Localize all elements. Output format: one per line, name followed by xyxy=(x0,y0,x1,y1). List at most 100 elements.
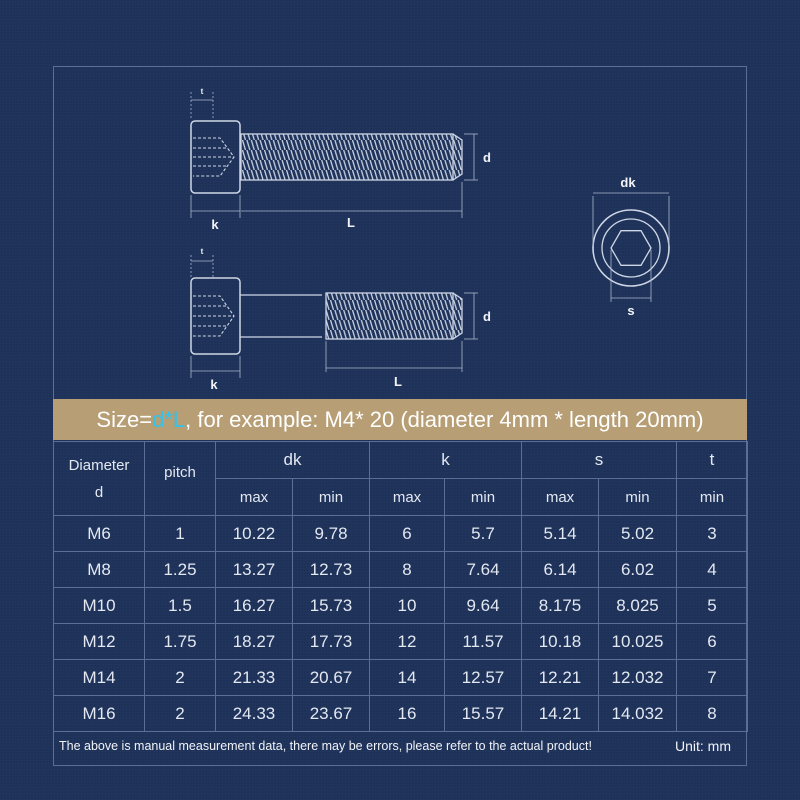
table-cell: 9.78 xyxy=(292,515,370,552)
table-cell: 5.7 xyxy=(444,515,522,552)
table-cell: 12 xyxy=(369,623,445,660)
table-cell: 7.64 xyxy=(444,551,522,588)
footer-unit: Unit: mm xyxy=(675,738,731,754)
table-cell: 12.73 xyxy=(292,551,370,588)
partially-threaded-screw: t k L d xyxy=(190,247,491,392)
table-cell: 8.025 xyxy=(598,587,677,624)
table-cell: M6 xyxy=(53,515,145,552)
table-cell: 20.67 xyxy=(292,659,370,696)
table-cell: 3 xyxy=(676,515,748,552)
table-cell: 10.025 xyxy=(598,623,677,660)
table-cell: 16 xyxy=(369,695,445,732)
table-cell: 7 xyxy=(676,659,748,696)
table-row: M6 1 10.22 9.78 6 5.7 5.14 5.02 3 xyxy=(53,515,748,552)
table-cell: 12.21 xyxy=(521,659,599,696)
dim-s-label: s xyxy=(627,303,634,318)
table-cell: 8 xyxy=(369,551,445,588)
table-cell: 1 xyxy=(144,515,216,552)
table-cell: 18.27 xyxy=(215,623,293,660)
table-cell: 1.5 xyxy=(144,587,216,624)
dim-d-label-2: d xyxy=(483,309,491,324)
table-cell: 2 xyxy=(144,695,216,732)
header-diameter-top: Diameter xyxy=(68,456,130,474)
table-row: M14 2 21.33 20.67 14 12.57 12.21 12.032 7 xyxy=(53,659,748,696)
subheader-k-min: min xyxy=(444,478,522,516)
banner-L: L xyxy=(172,406,186,432)
screw-head-top-view: dk s xyxy=(592,175,670,318)
table-cell: 1.25 xyxy=(144,551,216,588)
subheader-dk-max: max xyxy=(215,478,293,516)
table-cell: 2 xyxy=(144,659,216,696)
table-cell: 17.73 xyxy=(292,623,370,660)
table-row: M16 2 24.33 23.67 16 15.57 14.21 14.032 8 xyxy=(53,695,748,732)
table-cell: 14.21 xyxy=(521,695,599,732)
header-pitch: pitch xyxy=(144,441,216,516)
subheader-s-max: max xyxy=(521,478,599,516)
banner-prefix: Size= xyxy=(96,406,153,432)
table-header-row: Diameter d pitch dk k s t xyxy=(53,441,748,516)
table-cell: M12 xyxy=(53,623,145,660)
header-dk: dk xyxy=(215,441,370,479)
table-cell: 6.02 xyxy=(598,551,677,588)
table-cell: 5.14 xyxy=(521,515,599,552)
table-cell: M14 xyxy=(53,659,145,696)
banner-star: * xyxy=(164,406,173,432)
table-cell: 10.22 xyxy=(215,515,293,552)
fully-threaded-screw: t k L d xyxy=(190,87,491,232)
dim-d-label-1: d xyxy=(483,150,491,165)
table-cell: 6.14 xyxy=(521,551,599,588)
table-cell: 8.175 xyxy=(521,587,599,624)
table-cell: 1.75 xyxy=(144,623,216,660)
table-cell: 6 xyxy=(369,515,445,552)
table-cell: 8 xyxy=(676,695,748,732)
table-cell: 24.33 xyxy=(215,695,293,732)
dim-dk-label: dk xyxy=(620,175,636,190)
subheader-t-min: min xyxy=(676,478,748,516)
footer-note: The above is manual measurement data, th… xyxy=(59,739,592,753)
table-cell: 15.73 xyxy=(292,587,370,624)
table-cell: 5 xyxy=(676,587,748,624)
table-cell: 14.032 xyxy=(598,695,677,732)
subheader-s-min: min xyxy=(598,478,677,516)
screw-technical-drawing: t k L d t k xyxy=(190,87,670,392)
spec-table: Diameter d pitch dk k s t max min max mi… xyxy=(53,441,748,732)
table-cell: 23.67 xyxy=(292,695,370,732)
table-cell: 12.57 xyxy=(444,659,522,696)
dim-t-label-2: t xyxy=(201,247,204,256)
header-s: s xyxy=(521,441,677,479)
footer: The above is manual measurement data, th… xyxy=(53,728,747,766)
table-cell: 4 xyxy=(676,551,748,588)
header-diameter: Diameter d xyxy=(53,441,145,516)
table-row: M10 1.5 16.27 15.73 10 9.64 8.175 8.025 5 xyxy=(53,587,748,624)
subheader-dk-min: min xyxy=(292,478,370,516)
table-row: M8 1.25 13.27 12.73 8 7.64 6.14 6.02 4 xyxy=(53,551,748,588)
dim-t-label-1: t xyxy=(201,87,204,96)
header-k: k xyxy=(369,441,522,479)
table-cell: M10 xyxy=(53,587,145,624)
table-cell: 10 xyxy=(369,587,445,624)
size-banner: Size= d * L, for example: M4* 20 (diamete… xyxy=(53,399,747,440)
table-cell: 21.33 xyxy=(215,659,293,696)
subheader-k-max: max xyxy=(369,478,445,516)
table-cell: 14 xyxy=(369,659,445,696)
banner-d: d xyxy=(152,406,165,432)
table-cell: 11.57 xyxy=(444,623,522,660)
table-cell: 6 xyxy=(676,623,748,660)
table-cell: 13.27 xyxy=(215,551,293,588)
table-cell: M8 xyxy=(53,551,145,588)
table-row: M12 1.75 18.27 17.73 12 11.57 10.18 10.025 6 xyxy=(53,623,748,660)
dim-k-label-1: k xyxy=(211,217,219,232)
table-cell: 5.02 xyxy=(598,515,677,552)
dim-L-label-1: L xyxy=(347,215,355,230)
dim-L-label-2: L xyxy=(394,374,402,389)
header-diameter-bottom: d xyxy=(94,483,104,501)
table-cell: 16.27 xyxy=(215,587,293,624)
table-cell: 12.032 xyxy=(598,659,677,696)
table-cell: 10.18 xyxy=(521,623,599,660)
dim-k-label-2: k xyxy=(210,377,218,392)
banner-example: , for example: M4* 20 (diameter 4mm * le… xyxy=(185,406,704,432)
table-cell: M16 xyxy=(53,695,145,732)
table-cell: 15.57 xyxy=(444,695,522,732)
table-cell: 9.64 xyxy=(444,587,522,624)
header-t: t xyxy=(676,441,748,479)
